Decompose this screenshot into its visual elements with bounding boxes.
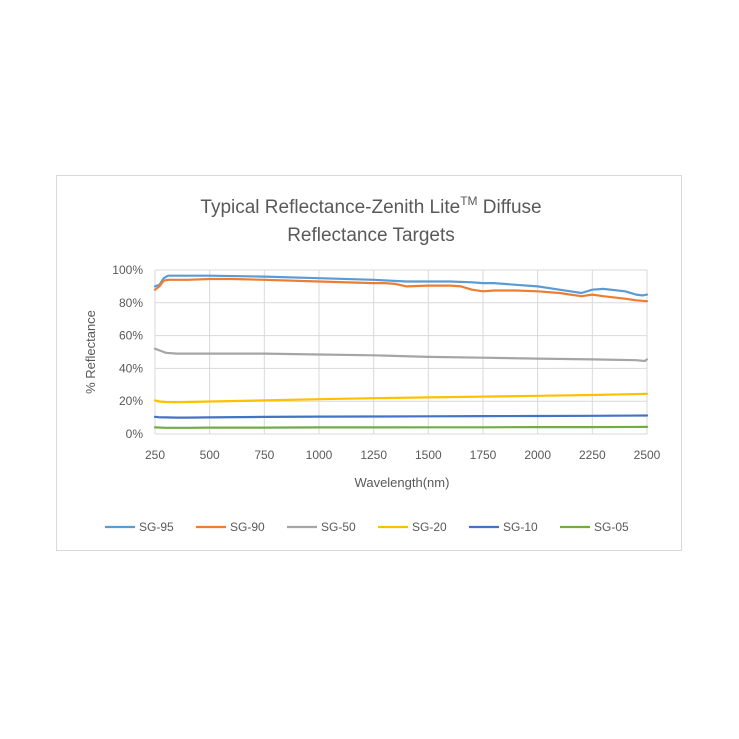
chart-title-end: Diffuse (478, 197, 542, 218)
series-line-sg-50 (153, 347, 649, 363)
x-tick-label: 750 (254, 448, 274, 462)
grid-layer (154, 269, 648, 435)
legend-label: SG-05 (594, 520, 629, 534)
legend-item-sg-20: SG-20 (378, 520, 447, 534)
x-axis-title: Wavelength(nm) (355, 475, 450, 490)
series-line-sg-05 (153, 425, 649, 429)
series-line-sg-10 (153, 414, 649, 419)
reflectance-chart: Typical Reflectance-Zenith LiteTM Diffus… (83, 194, 661, 534)
x-tick-label: 2250 (579, 448, 606, 462)
y-tick-label: 0% (126, 427, 144, 441)
legend-item-sg-10: SG-10 (469, 520, 538, 534)
chart-frame: Typical Reflectance-Zenith LiteTM Diffus… (56, 175, 682, 551)
y-tick-label: 100% (112, 263, 143, 277)
chart-title-main: Typical Reflectance-Zenith Lite (200, 197, 460, 218)
x-tick-label: 1500 (415, 448, 442, 462)
y-tick-label: 40% (119, 361, 143, 375)
x-tick-label: 1250 (360, 448, 387, 462)
x-tick-label: 2000 (524, 448, 551, 462)
x-tick-label: 500 (200, 448, 220, 462)
legend-item-sg-95: SG-95 (105, 520, 174, 534)
series-line-sg-20 (153, 392, 649, 404)
chart-title-line-2: Reflectance Targets (287, 225, 455, 246)
x-tick-label: 250 (145, 448, 165, 462)
legend-label: SG-95 (139, 520, 174, 534)
y-tick-label: 20% (119, 394, 143, 408)
ticks-layer: 0% 20% 40% 60% 80% 100% 250 500 750 1000 1250 1500 1… (112, 263, 660, 462)
legend-item-sg-50: SG-50 (287, 520, 356, 534)
legend-label: SG-10 (503, 520, 538, 534)
x-tick-label: 1000 (306, 448, 333, 462)
legend: SG-95 SG-90 SG-50 SG-20 SG-10 SG-05 (105, 520, 629, 534)
legend-label: SG-20 (412, 520, 447, 534)
x-tick-label: 2500 (634, 448, 661, 462)
x-tick-label: 1750 (470, 448, 497, 462)
legend-label: SG-50 (321, 520, 356, 534)
y-axis-title: % Reflectance (83, 310, 98, 394)
chart-title-line-1: Typical Reflectance-Zenith LiteTM Diffus… (200, 194, 541, 218)
y-tick-label: 80% (119, 296, 143, 310)
series-layer (153, 274, 649, 429)
legend-label: SG-90 (230, 520, 265, 534)
legend-item-sg-05: SG-05 (560, 520, 629, 534)
series-line-sg-90 (153, 277, 649, 303)
chart-title-superscript: TM (460, 194, 477, 208)
y-tick-label: 60% (119, 329, 143, 343)
legend-item-sg-90: SG-90 (196, 520, 265, 534)
series-line-sg-95 (153, 274, 649, 297)
